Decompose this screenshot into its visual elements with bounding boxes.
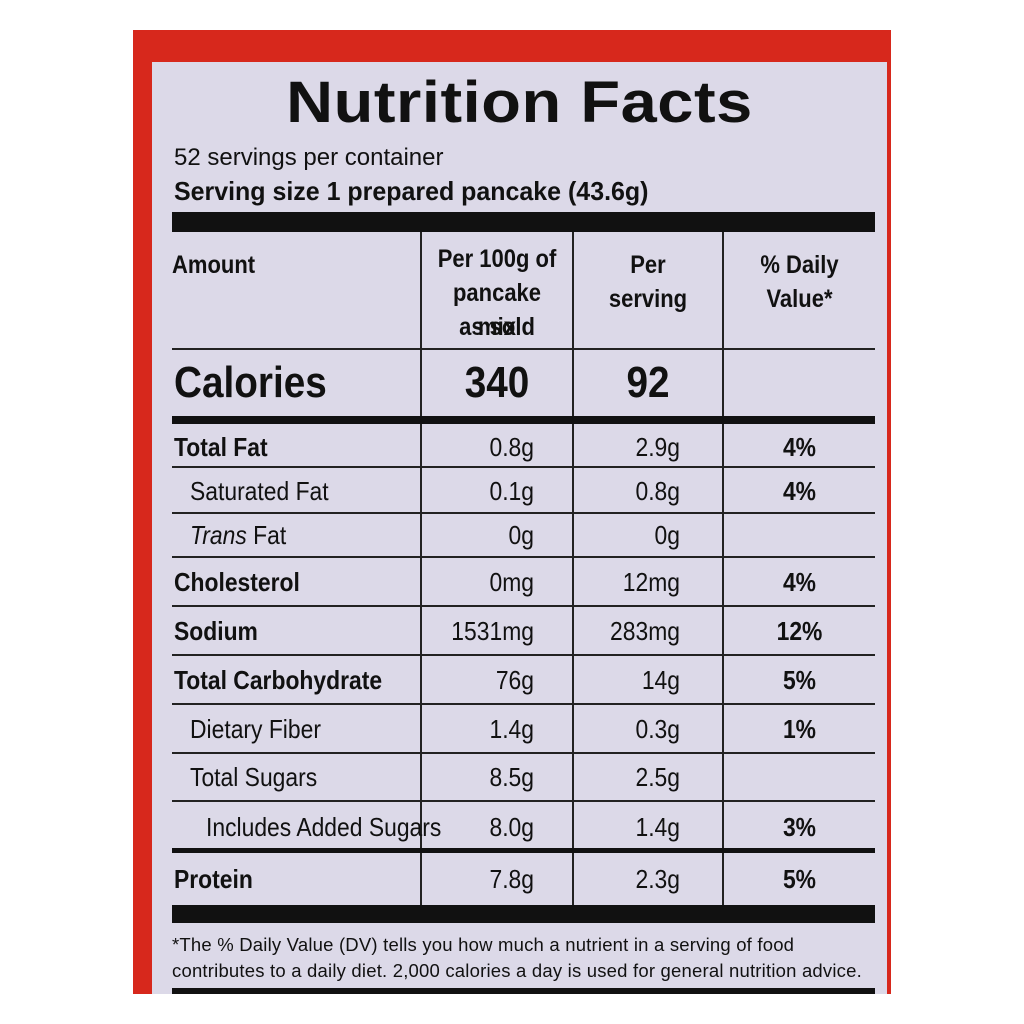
row-divider xyxy=(172,605,875,607)
footer-rule xyxy=(172,988,875,994)
header-perserving-line2: serving xyxy=(608,285,688,313)
row-dietary-fiber-label: Dietary Fiber xyxy=(190,714,321,744)
trans-italic: Trans xyxy=(190,520,247,550)
row-total-fat-per100: 0.8g xyxy=(489,432,534,462)
column-divider-2 xyxy=(572,232,574,919)
row-divider xyxy=(172,752,875,754)
row-saturated-fat-perserving: 0.8g xyxy=(635,476,680,506)
row-trans-fat-label: Trans Fat xyxy=(190,520,286,550)
calories-perserving: 92 xyxy=(626,358,670,407)
row-divider xyxy=(172,512,875,514)
serving-size: Serving size 1 prepared pancake (43.6g) xyxy=(174,176,649,206)
row-divider xyxy=(172,800,875,802)
row-divider xyxy=(172,466,875,468)
row-total-sugars-per100: 8.5g xyxy=(489,762,534,792)
header-dv-line1: % Daily xyxy=(760,251,839,279)
row-trans-fat-per100: 0g xyxy=(508,520,534,550)
row-total-carbohydrate-label: Total Carbohydrate xyxy=(174,665,383,695)
header-amount: Amount xyxy=(172,251,256,279)
row-sodium-per100: 1531mg xyxy=(451,616,534,646)
row-cholesterol-perserving: 12mg xyxy=(622,567,680,597)
header-per100-line1: Per 100g of xyxy=(437,245,557,273)
footnote-line-2: contributes to a daily diet. 2,000 calor… xyxy=(172,960,862,981)
row-total-fat-dv: 4% xyxy=(782,432,817,462)
row-total-sugars-perserving: 2.5g xyxy=(635,762,680,792)
column-divider-1 xyxy=(420,232,422,919)
row-trans-fat-perserving: 0g xyxy=(654,520,680,550)
header-per100-line3: as sold xyxy=(459,313,535,341)
row-dietary-fiber-per100: 1.4g xyxy=(489,714,534,744)
calories-per100: 340 xyxy=(464,358,530,407)
row-protein-label: Protein xyxy=(174,864,253,894)
row-total-carbohydrate-perserving: 14g xyxy=(641,665,680,695)
calories-label: Calories xyxy=(174,358,327,407)
bottom-thick-rule xyxy=(172,905,875,923)
column-divider-3 xyxy=(722,232,724,919)
row-total-sugars-label: Total Sugars xyxy=(190,762,318,792)
header-dv-line2: Value* xyxy=(766,285,833,313)
row-saturated-fat-per100: 0.1g xyxy=(489,476,534,506)
row-total-carbohydrate-per100: 76g xyxy=(495,665,534,695)
header-rule xyxy=(172,348,875,350)
daily-value-footnote: *The % Daily Value (DV) tells you how mu… xyxy=(172,932,875,984)
row-cholesterol-dv: 4% xyxy=(782,567,817,597)
row-sodium-dv: 12% xyxy=(776,616,823,646)
row-divider xyxy=(172,556,875,558)
nutrition-facts-panel: Nutrition Facts 52 servings per containe… xyxy=(152,62,887,994)
servings-per-container: 52 servings per container xyxy=(174,144,444,171)
footnote-line-1: *The % Daily Value (DV) tells you how mu… xyxy=(172,934,795,955)
nutrition-facts-title: Nutrition Facts xyxy=(286,70,753,135)
header-per100-line2: pancake mix xyxy=(452,279,542,341)
row-sodium-perserving: 283mg xyxy=(610,616,680,646)
top-thick-rule xyxy=(172,212,875,232)
row-saturated-fat-label: Saturated Fat xyxy=(190,476,329,506)
row-protein-per100: 7.8g xyxy=(489,864,534,894)
row-dietary-fiber-perserving: 0.3g xyxy=(635,714,680,744)
trans-rest: Fat xyxy=(246,520,287,550)
row-added-sugars-per100: 8.0g xyxy=(489,812,534,842)
row-dietary-fiber-dv: 1% xyxy=(782,714,817,744)
calories-thick-rule xyxy=(172,416,875,424)
row-added-sugars-perserving: 1.4g xyxy=(635,812,680,842)
row-divider xyxy=(172,654,875,656)
row-cholesterol-label: Cholesterol xyxy=(174,567,300,597)
row-sodium-label: Sodium xyxy=(174,616,258,646)
row-protein-dv: 5% xyxy=(782,864,817,894)
row-total-fat-label: Total Fat xyxy=(174,432,268,462)
header-perserving-line1: Per xyxy=(630,251,666,279)
row-saturated-fat-dv: 4% xyxy=(782,476,817,506)
row-total-carbohydrate-dv: 5% xyxy=(782,665,817,695)
row-added-sugars-dv: 3% xyxy=(782,812,817,842)
row-cholesterol-per100: 0mg xyxy=(489,567,534,597)
row-protein-perserving: 2.3g xyxy=(635,864,680,894)
row-divider-thick xyxy=(172,848,875,853)
row-added-sugars-label: Includes Added Sugars xyxy=(206,812,442,842)
row-total-fat-perserving: 2.9g xyxy=(635,432,680,462)
row-divider xyxy=(172,703,875,705)
